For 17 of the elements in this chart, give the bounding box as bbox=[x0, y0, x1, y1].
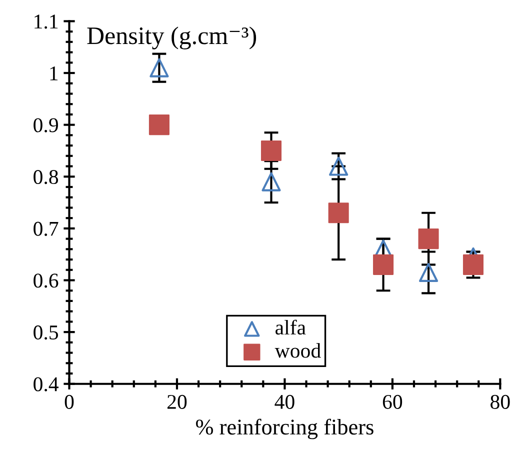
y-axis-title: Density (g.cm⁻³) bbox=[87, 26, 256, 50]
x-tick-label: 80 bbox=[490, 394, 510, 409]
y-tick-label: 0.6 bbox=[34, 274, 58, 288]
y-tick-label: 0.4 bbox=[34, 377, 59, 392]
legend-label: wood bbox=[274, 343, 321, 358]
y-tick-label: 1 bbox=[50, 66, 58, 80]
y-tick-label: 0.9 bbox=[34, 118, 58, 132]
x-tick-label: 20 bbox=[167, 394, 187, 409]
x-tick-label: 40 bbox=[274, 394, 294, 409]
x-tick-label: 0 bbox=[64, 394, 74, 409]
y-tick-label: 0.8 bbox=[34, 170, 58, 184]
legend-label: alfa bbox=[276, 320, 306, 335]
x-tick-label: 60 bbox=[382, 394, 402, 409]
y-tick-label: 0.7 bbox=[34, 222, 58, 236]
y-tick-label: 1.1 bbox=[34, 14, 58, 29]
y-tick-label: 0.5 bbox=[34, 325, 58, 340]
x-axis-title: % reinforcing fibers bbox=[196, 418, 374, 440]
